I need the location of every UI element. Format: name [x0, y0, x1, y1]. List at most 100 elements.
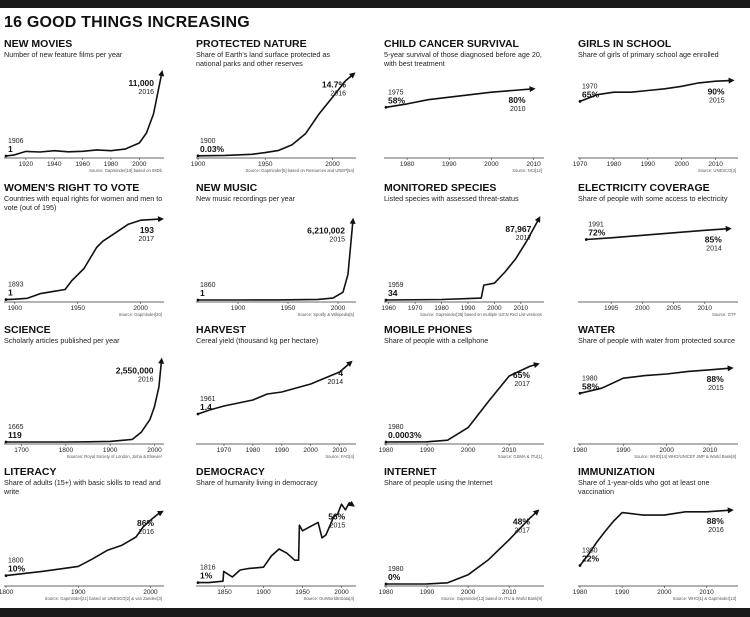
chart-title: SCIENCE [4, 324, 51, 336]
chart-source: Source: WHO[14] WHO/UNICEF JMP & World B… [634, 454, 736, 459]
trend-arrow-icon [157, 510, 164, 517]
chart-title: CHILD CANCER SURVIVAL [384, 38, 519, 50]
x-tick-label: 1990 [442, 161, 457, 168]
start-year-label: 1980 [582, 548, 598, 555]
x-tick-label: 2010 [703, 447, 718, 454]
start-year-label: 1991 [588, 222, 604, 229]
chart-subtitle: Share of people using the Internet [384, 478, 493, 487]
start-point [384, 105, 388, 109]
series-line [5, 71, 163, 157]
chart-title: DEMOCRACY [196, 466, 265, 478]
start-value-label: 0.03% [200, 144, 225, 154]
chart-panel-women-s-right-to-vote: WOMEN'S RIGHT TO VOTE Countries with equa… [4, 182, 182, 317]
end-value-label: 88% [707, 516, 724, 526]
start-year-label: 1900 [200, 138, 216, 145]
start-year-label: 1961 [200, 396, 216, 403]
trend-arrow-icon [348, 500, 355, 507]
chart-subtitle: Share of adults (15+) with basic skills … [4, 478, 161, 496]
trend-arrow-icon [533, 362, 540, 369]
chart-subtitle: New music recordings per year [196, 194, 296, 203]
x-tick-label: 1950 [70, 305, 85, 312]
x-tick-label: 1990 [420, 447, 435, 454]
x-tick-label: 1980 [573, 589, 588, 596]
x-tick-label: 2010 [526, 161, 541, 168]
x-tick-label: 1980 [607, 161, 622, 168]
x-tick-label: 2000 [635, 305, 650, 312]
chart-source: Source: FAO[4] [325, 454, 354, 459]
chart-panel-democracy: DEMOCRACY Share of humanity living in dem… [196, 466, 374, 601]
series-line [197, 361, 352, 415]
x-tick-label: 1950 [258, 161, 273, 168]
end-value-label: 90% [708, 86, 725, 96]
start-point [4, 440, 8, 444]
start-value-label: 10% [8, 564, 25, 574]
end-value-label: 85% [705, 235, 722, 245]
x-tick-label: 1960 [75, 161, 90, 168]
trend-arrow-icon [158, 357, 165, 364]
chart-title: NEW MUSIC [196, 182, 258, 194]
series-line [385, 510, 539, 585]
chart-source: Source: Spotify & Wikipedia[5] [298, 312, 354, 317]
x-tick-label: 2000 [132, 161, 147, 168]
page-title: 16 GOOD THINGS INCREASING [4, 14, 250, 31]
start-year-label: 1816 [200, 565, 216, 572]
chart-panel-monitored-species: MONITORED SPECIES Listed species with ass… [381, 182, 562, 317]
chart-source: Source: Gapminder[12] based on ITU & Wor… [441, 596, 542, 601]
end-value-label: 2,550,000 [116, 366, 154, 376]
end-year-label: 2015 [708, 385, 724, 392]
end-year-label: 2014 [328, 379, 344, 386]
start-value-label: 1.4 [200, 402, 212, 412]
x-tick-label: 2000 [487, 305, 502, 312]
x-tick-label: 1990 [420, 589, 435, 596]
trend-arrow-icon [349, 217, 356, 225]
start-value-label: 22% [582, 554, 599, 564]
chart-source: Sources: Royal Society of London, Jinha … [67, 454, 163, 459]
x-tick-label: 1950 [281, 305, 296, 312]
x-tick-label: 1800 [59, 447, 74, 454]
x-tick-label: 2000 [461, 447, 476, 454]
chart-panel-protected-nature: PROTECTED NATURE Share of Earth's land su… [191, 38, 374, 173]
start-year-label: 1980 [582, 375, 598, 382]
chart-title: GIRLS IN SCHOOL [578, 38, 672, 50]
start-value-label: 0% [388, 572, 401, 582]
end-value-label: 86% [137, 518, 154, 528]
start-year-label: 1893 [8, 282, 24, 289]
chart-subtitle: Listed species with assessed threat-stat… [384, 194, 519, 203]
chart-subtitle: Number of new feature films per year [4, 50, 123, 59]
chart-source: Source: Gapminder[5] based on Resources … [246, 168, 354, 173]
start-value-label: 34 [388, 288, 398, 298]
chart-subtitle: 5-year survival of those diagnosed befor… [384, 50, 542, 68]
series-line [5, 218, 163, 301]
x-tick-label: 1990 [616, 447, 631, 454]
start-year-label: 1975 [388, 89, 404, 96]
end-value-label: 4 [338, 368, 343, 378]
trend-arrow-icon [727, 365, 734, 372]
series-line [5, 511, 163, 577]
x-tick-label: 1900 [256, 589, 271, 596]
x-tick-label: 1970 [573, 161, 588, 168]
start-point [196, 298, 200, 302]
chart-title: LITERACY [4, 466, 57, 478]
x-tick-label: 1900 [71, 589, 86, 596]
start-value-label: 65% [582, 89, 599, 99]
start-point [584, 238, 588, 241]
trend-arrow-icon [727, 507, 734, 514]
x-tick-label: 2010 [698, 305, 713, 312]
start-year-label: 1959 [388, 282, 404, 289]
end-year-label: 2016 [138, 529, 154, 536]
chart-panel-mobile-phones: MOBILE PHONES Share of people with a cell… [379, 324, 562, 459]
trend-arrow-icon [728, 77, 735, 84]
x-tick-label: 1950 [295, 589, 310, 596]
chart-panel-internet: INTERNET Share of people using the Intern… [379, 466, 562, 601]
x-tick-label: 1980 [434, 305, 449, 312]
start-point [384, 298, 388, 302]
trend-arrow-icon [529, 86, 536, 93]
end-year-label: 2015 [709, 97, 725, 104]
x-tick-label: 2000 [303, 447, 318, 454]
